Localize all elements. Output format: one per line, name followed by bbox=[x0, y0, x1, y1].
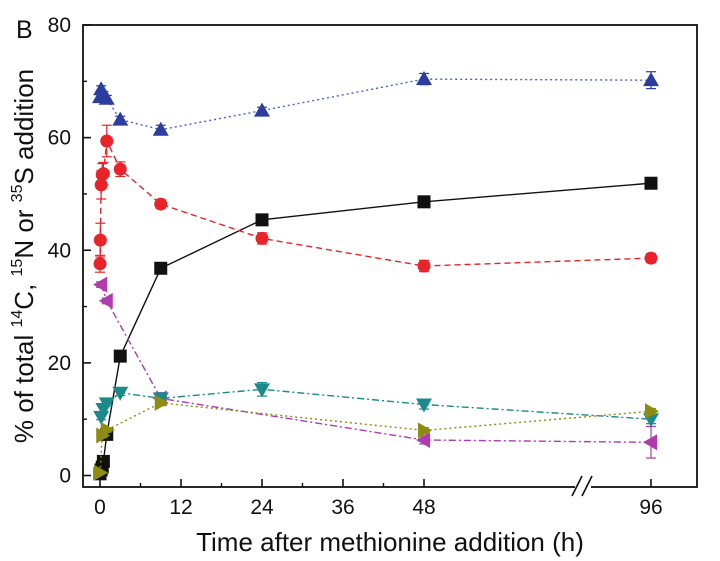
x-tick-label: 0 bbox=[94, 496, 106, 519]
data-point-up-triangles bbox=[416, 71, 432, 86]
data-point-circles bbox=[113, 162, 127, 176]
y-tick-label: 80 bbox=[48, 14, 71, 37]
data-point-left-triangles bbox=[98, 292, 113, 309]
data-point-up-triangles bbox=[112, 111, 129, 126]
x-tick-label: 24 bbox=[250, 496, 274, 519]
data-point-squares bbox=[417, 195, 431, 209]
data-point-squares bbox=[644, 176, 658, 190]
data-point-circles bbox=[93, 233, 107, 247]
data-point-right-triangles bbox=[154, 394, 169, 411]
series-down-triangles bbox=[93, 381, 659, 428]
series-line-circles bbox=[99, 138, 652, 267]
data-point-left-triangles bbox=[643, 434, 657, 451]
data-point-down-triangles bbox=[254, 383, 270, 398]
x-axis-title: Time after methionine addition (h) bbox=[196, 527, 584, 557]
data-point-squares bbox=[113, 349, 127, 363]
data-point-up-triangles bbox=[643, 72, 659, 87]
data-point-left-triangles bbox=[416, 432, 430, 449]
panel-label: B bbox=[16, 16, 33, 44]
data-point-squares bbox=[255, 213, 269, 227]
series-line-down-triangles bbox=[100, 388, 652, 420]
y-tick-label: 60 bbox=[48, 127, 71, 150]
data-point-right-triangles bbox=[94, 464, 108, 481]
data-point-left-triangles bbox=[93, 276, 108, 293]
data-point-circles bbox=[93, 257, 107, 271]
data-point-squares bbox=[96, 454, 110, 468]
x-tick-label: 96 bbox=[639, 496, 662, 519]
data-point-down-triangles bbox=[416, 398, 432, 413]
y-tick-label: 20 bbox=[48, 352, 71, 375]
data-point-squares bbox=[154, 261, 168, 275]
x-tick-label: 48 bbox=[412, 496, 435, 519]
series-line-left-triangles bbox=[100, 284, 652, 443]
data-point-right-triangles bbox=[645, 403, 659, 420]
data-point-up-triangles bbox=[254, 102, 270, 117]
data-point-down-triangles bbox=[98, 397, 115, 412]
data-point-circles bbox=[96, 167, 110, 181]
data-point-right-triangles bbox=[100, 421, 115, 438]
y-axis-title: % of total 14C, 15N or 35S addition bbox=[9, 69, 39, 443]
series-layer bbox=[92, 71, 659, 481]
axis-break-mark bbox=[581, 475, 593, 497]
data-point-circles bbox=[255, 231, 269, 245]
data-point-right-triangles bbox=[418, 422, 432, 439]
data-point-up-triangles bbox=[152, 121, 169, 136]
series-left-triangles bbox=[93, 276, 657, 459]
series-circles bbox=[93, 124, 658, 273]
y-tick-label: 40 bbox=[48, 239, 71, 262]
series-line-squares bbox=[99, 182, 652, 474]
data-point-circles bbox=[644, 251, 658, 265]
series-line-right-triangles bbox=[99, 402, 652, 473]
series-up-triangles bbox=[92, 71, 659, 136]
y-tick-label: 0 bbox=[59, 465, 71, 488]
data-point-down-triangles bbox=[112, 386, 129, 401]
plot-frame bbox=[82, 24, 698, 488]
data-point-up-triangles bbox=[98, 90, 115, 105]
axis-break-mark bbox=[571, 475, 583, 497]
series-squares bbox=[93, 176, 658, 481]
series-line-up-triangles bbox=[99, 78, 652, 131]
axis-layer: 0 20 40 60 80 0 12 24 36 48 96 bbox=[48, 14, 663, 519]
data-point-circles bbox=[100, 134, 114, 148]
x-tick-label: 36 bbox=[331, 496, 354, 519]
data-point-circles bbox=[417, 259, 431, 273]
series-right-triangles bbox=[94, 394, 659, 481]
data-point-down-triangles bbox=[93, 410, 110, 425]
data-point-circles bbox=[154, 197, 168, 211]
x-tick-label: 12 bbox=[169, 496, 192, 519]
